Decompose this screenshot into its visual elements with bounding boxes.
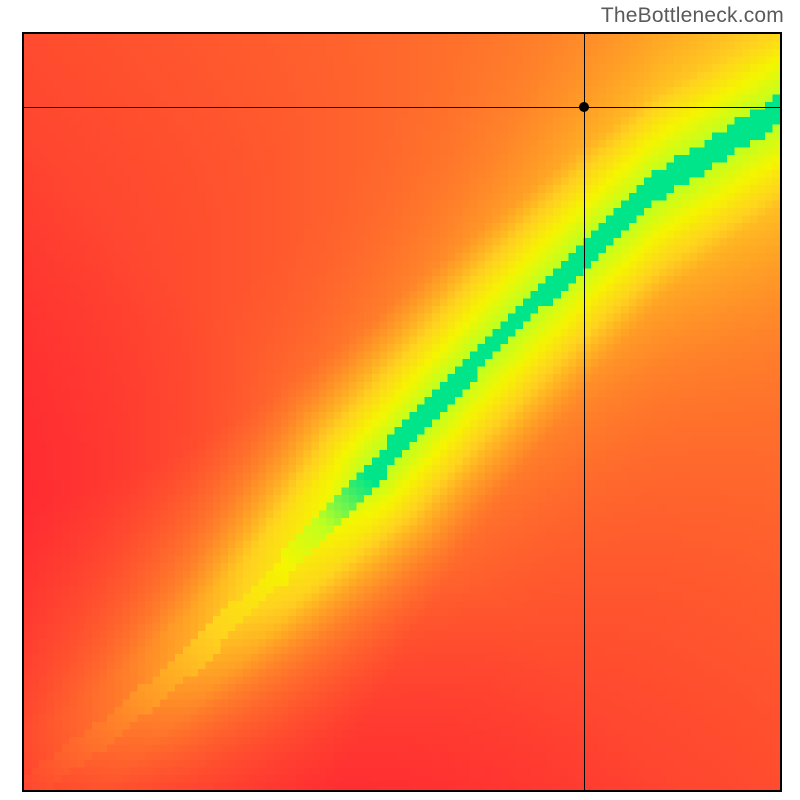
crosshair-horizontal (24, 107, 780, 108)
crosshair-vertical (584, 34, 585, 790)
crosshair-marker (579, 102, 589, 112)
watermark-text: TheBottleneck.com (601, 4, 784, 28)
plot-frame (22, 32, 782, 792)
